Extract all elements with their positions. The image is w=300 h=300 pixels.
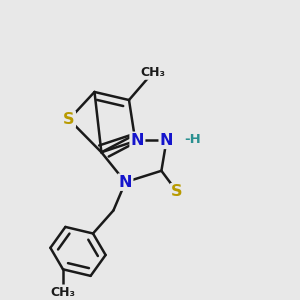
- Text: CH₃: CH₃: [50, 286, 76, 298]
- Text: CH₃: CH₃: [140, 66, 166, 79]
- Text: N: N: [131, 133, 144, 148]
- Text: N: N: [119, 175, 132, 190]
- Text: -H: -H: [184, 133, 201, 146]
- Text: S: S: [171, 184, 183, 199]
- Text: N: N: [160, 133, 173, 148]
- Text: S: S: [63, 112, 75, 127]
